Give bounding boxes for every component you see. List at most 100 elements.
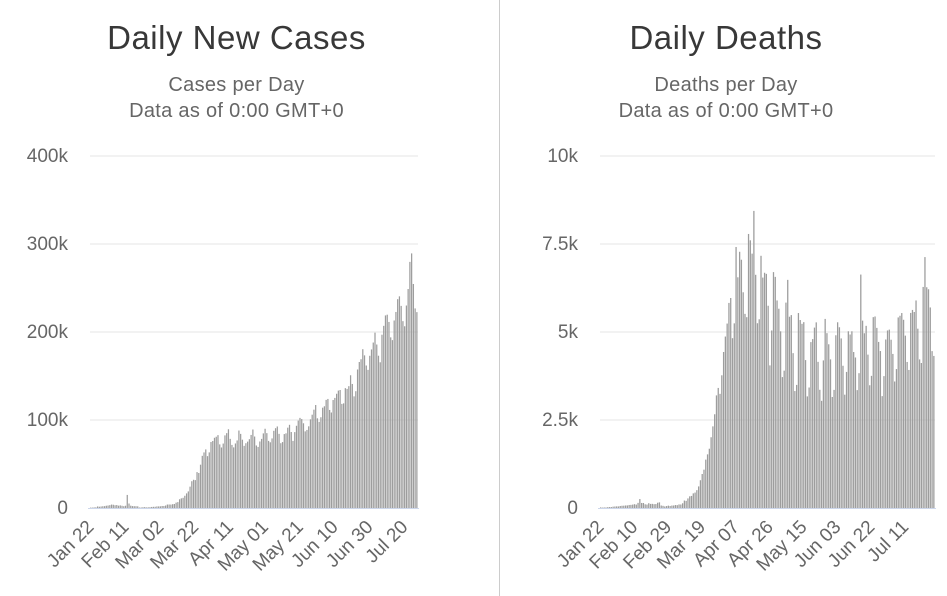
bar (390, 337, 392, 508)
bar (717, 387, 719, 508)
bar (227, 429, 230, 508)
bar (304, 431, 306, 508)
bar (416, 312, 418, 508)
bar (248, 439, 251, 508)
bar (212, 441, 214, 508)
bar (234, 443, 237, 508)
bar (400, 305, 402, 508)
bar (614, 506, 616, 508)
bar (105, 505, 107, 508)
bar (635, 504, 637, 508)
bar (271, 438, 273, 508)
bar (388, 321, 390, 508)
panel-divider (499, 0, 500, 596)
bar (760, 255, 762, 508)
bar (867, 354, 869, 508)
bar (142, 507, 144, 508)
bar (203, 452, 205, 508)
bar (250, 434, 252, 508)
bar (680, 504, 682, 508)
bar (806, 396, 808, 508)
bar (325, 399, 327, 508)
bar (170, 504, 172, 508)
bar (742, 292, 744, 508)
bar (738, 251, 741, 508)
bar (166, 504, 169, 508)
bar (301, 419, 303, 508)
bar (240, 433, 242, 508)
bar (831, 396, 833, 508)
bar (810, 342, 812, 508)
bar (135, 506, 137, 508)
bar (327, 398, 329, 508)
bar (657, 502, 659, 508)
daily-deaths-plot-area[interactable] (600, 142, 935, 508)
bar (247, 441, 249, 508)
bar (895, 369, 898, 508)
bar (737, 277, 739, 508)
bar (753, 210, 755, 508)
bar (309, 419, 312, 508)
bar (685, 500, 687, 508)
bar (259, 441, 261, 508)
bar (180, 498, 182, 508)
bar (189, 486, 191, 508)
bar (337, 390, 339, 508)
bar (194, 480, 196, 508)
y-axis-tick-label: 300k (27, 234, 69, 255)
bar (726, 323, 728, 508)
bar (706, 454, 709, 508)
bar (904, 335, 906, 508)
bar (681, 503, 684, 508)
bar (398, 296, 401, 508)
bar (804, 360, 807, 508)
bar (220, 447, 223, 508)
bar (892, 353, 894, 508)
bar (765, 273, 767, 508)
daily-new-cases-plot-area[interactable] (90, 142, 418, 508)
bar (257, 446, 259, 508)
bar (817, 361, 819, 508)
bar (131, 506, 134, 508)
bar (642, 503, 645, 508)
bar (860, 274, 862, 508)
bar (110, 504, 113, 508)
bar (285, 433, 287, 508)
bar (769, 365, 771, 508)
bar (184, 495, 186, 508)
bar (632, 504, 634, 508)
bar (245, 443, 247, 508)
bar (351, 383, 353, 508)
bar (756, 323, 759, 508)
bar (779, 331, 782, 508)
bar (308, 426, 310, 508)
bar (926, 287, 928, 508)
bar (605, 507, 607, 508)
bar (861, 320, 864, 508)
bar (168, 504, 170, 508)
bar (112, 504, 114, 508)
bar (411, 253, 413, 508)
bar (733, 323, 735, 508)
bar (865, 325, 867, 508)
bar (260, 438, 263, 508)
bar (156, 506, 158, 508)
daily-new-cases-title: Daily New Cases (107, 19, 366, 56)
bar (913, 312, 915, 508)
bar (624, 505, 627, 508)
bar (828, 344, 830, 508)
bar (847, 331, 849, 508)
daily-new-cases-subtitle-line1: Cases per Day (168, 73, 305, 96)
bar (692, 493, 694, 508)
bar (667, 505, 669, 508)
bar (281, 442, 284, 508)
bar (405, 305, 408, 508)
bar (103, 506, 106, 508)
daily-deaths-subtitle-line2: Data as of 0:00 GMT+0 (618, 99, 834, 122)
bar (123, 506, 125, 508)
bar (731, 338, 734, 508)
y-axis-tick-label: 10k (547, 146, 578, 167)
bar (728, 302, 730, 508)
bar (151, 506, 153, 508)
